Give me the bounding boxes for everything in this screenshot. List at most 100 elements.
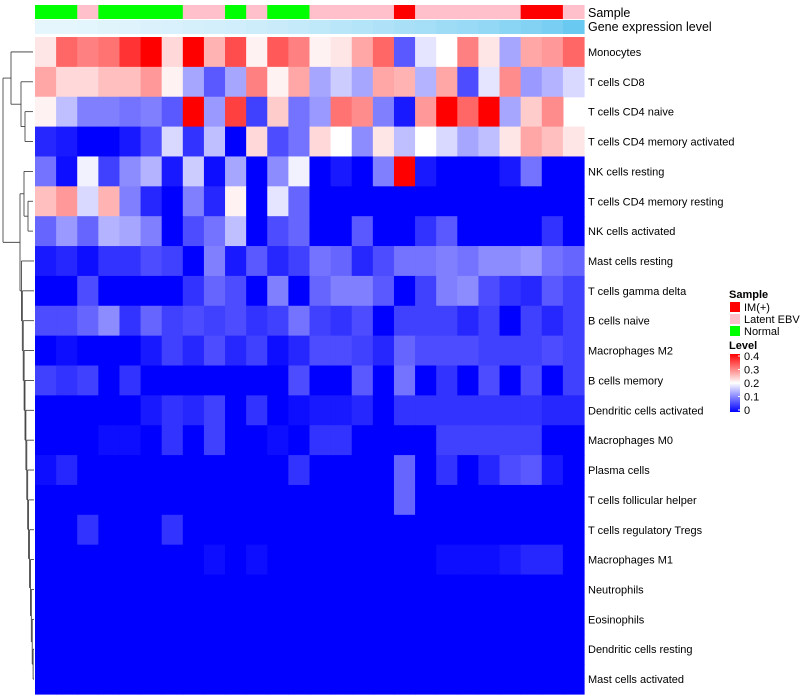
heatmap-cell <box>182 634 205 665</box>
heatmap-cell <box>182 514 205 546</box>
row-label: B cells memory <box>588 375 664 387</box>
heatmap-cell <box>520 335 543 367</box>
heatmap-cell <box>330 514 353 546</box>
heatmap-cell <box>372 544 395 576</box>
heatmap-cell <box>520 574 543 606</box>
heatmap-cell <box>499 395 522 426</box>
heatmap-cell <box>161 664 184 695</box>
heatmap-cell <box>457 484 480 516</box>
heatmap-cell <box>56 664 78 695</box>
heatmap-cell <box>436 514 458 546</box>
heatmap-cell <box>415 156 437 187</box>
heatmap-cell <box>457 186 480 217</box>
sample-annotation-cell <box>520 5 543 19</box>
heatmap-cell <box>499 544 522 576</box>
heatmap-cell <box>161 335 184 367</box>
heatmap-cell <box>499 96 522 128</box>
heatmap-cell <box>203 37 226 68</box>
heatmap-cell <box>520 484 543 516</box>
heatmap-cell <box>415 96 437 128</box>
heatmap-cell <box>288 544 311 576</box>
heatmap-cell <box>499 186 522 217</box>
sample-annotation-cell <box>119 5 142 19</box>
heatmap-cell <box>478 126 501 158</box>
heatmap-cell <box>161 544 184 576</box>
heatmap-cell <box>309 664 332 695</box>
heatmap-cell <box>288 37 311 68</box>
heatmap-cell <box>330 664 353 695</box>
heatmap-cell <box>520 455 543 486</box>
heatmap-cell <box>225 455 247 486</box>
sample-annotation-cell <box>161 5 184 19</box>
heatmap-cell <box>225 335 247 367</box>
heatmap-cell <box>478 305 501 337</box>
heatmap-cell <box>457 335 480 367</box>
row-label: Dendritic cells resting <box>588 644 693 656</box>
heatmap-cell <box>288 126 311 158</box>
heatmap-cell <box>225 96 247 128</box>
heatmap-cell <box>288 455 311 486</box>
heatmap-cell <box>77 484 99 516</box>
heatmap-cell <box>562 246 585 277</box>
level-tick-label: 0.3 <box>744 365 759 377</box>
heatmap-cell <box>35 365 57 396</box>
heatmap-cell <box>98 634 121 665</box>
heatmap-cell <box>330 186 353 217</box>
heatmap-cell <box>457 604 480 635</box>
heatmap-cell <box>330 37 353 68</box>
heatmap-cell <box>436 395 458 426</box>
heatmap-cell <box>457 66 480 98</box>
heatmap-cell <box>499 484 522 516</box>
heatmap-cell <box>56 96 78 128</box>
heatmap-cell <box>457 156 480 187</box>
row-label: Macrophages M0 <box>588 435 673 447</box>
heatmap-cell <box>246 66 268 98</box>
heatmap-cell <box>140 305 163 337</box>
heatmap-cell <box>267 664 289 695</box>
row-label: NK cells resting <box>588 166 664 178</box>
heatmap-cell <box>140 66 163 98</box>
heatmap-cell <box>119 216 142 247</box>
heatmap-cell <box>119 365 142 396</box>
heatmap-cell <box>56 484 78 516</box>
row-label: Dendritic cells activated <box>588 405 704 417</box>
heatmap-cell <box>309 216 332 247</box>
heatmap-cell <box>541 186 564 217</box>
heatmap-cell <box>182 484 205 516</box>
heatmap-cell <box>457 544 480 576</box>
sample-annotation-cell <box>415 5 437 19</box>
heatmap-cell <box>436 66 458 98</box>
heatmap-cell <box>499 514 522 546</box>
row-label: T cells gamma delta <box>588 286 687 298</box>
heatmap-cell <box>119 246 142 277</box>
heatmap-cell <box>203 514 226 546</box>
heatmap-cell <box>309 126 332 158</box>
heatmap-cell <box>140 484 163 516</box>
heatmap-cell <box>182 126 205 158</box>
heatmap-cell <box>246 395 268 426</box>
heatmap-cell <box>309 246 332 277</box>
heatmap-cell <box>330 156 353 187</box>
heatmap-cell <box>330 66 353 98</box>
heatmap-cell <box>393 96 416 128</box>
heatmap-cell <box>119 514 142 546</box>
heatmap-cell <box>246 365 268 396</box>
heatmap-cell <box>478 634 501 665</box>
gene-expression-annotation-cell <box>98 20 121 34</box>
heatmap-cell <box>562 305 585 337</box>
heatmap-cell <box>161 455 184 486</box>
heatmap-cell <box>499 604 522 635</box>
legend-entry: Latent EBV <box>744 314 800 326</box>
heatmap-cell <box>393 604 416 635</box>
annotation-label-sample: Sample <box>588 6 630 20</box>
heatmap-cell <box>267 634 289 665</box>
heatmap-cell <box>56 574 78 606</box>
heatmap-cell <box>182 246 205 277</box>
heatmap-cell <box>203 305 226 337</box>
heatmap-cell <box>56 126 78 158</box>
gene-expression-annotation-cell <box>288 20 311 34</box>
heatmap-cell <box>140 275 163 307</box>
heatmap-cell <box>77 634 99 665</box>
heatmap-cell <box>478 246 501 277</box>
heatmap-cell <box>161 186 184 217</box>
